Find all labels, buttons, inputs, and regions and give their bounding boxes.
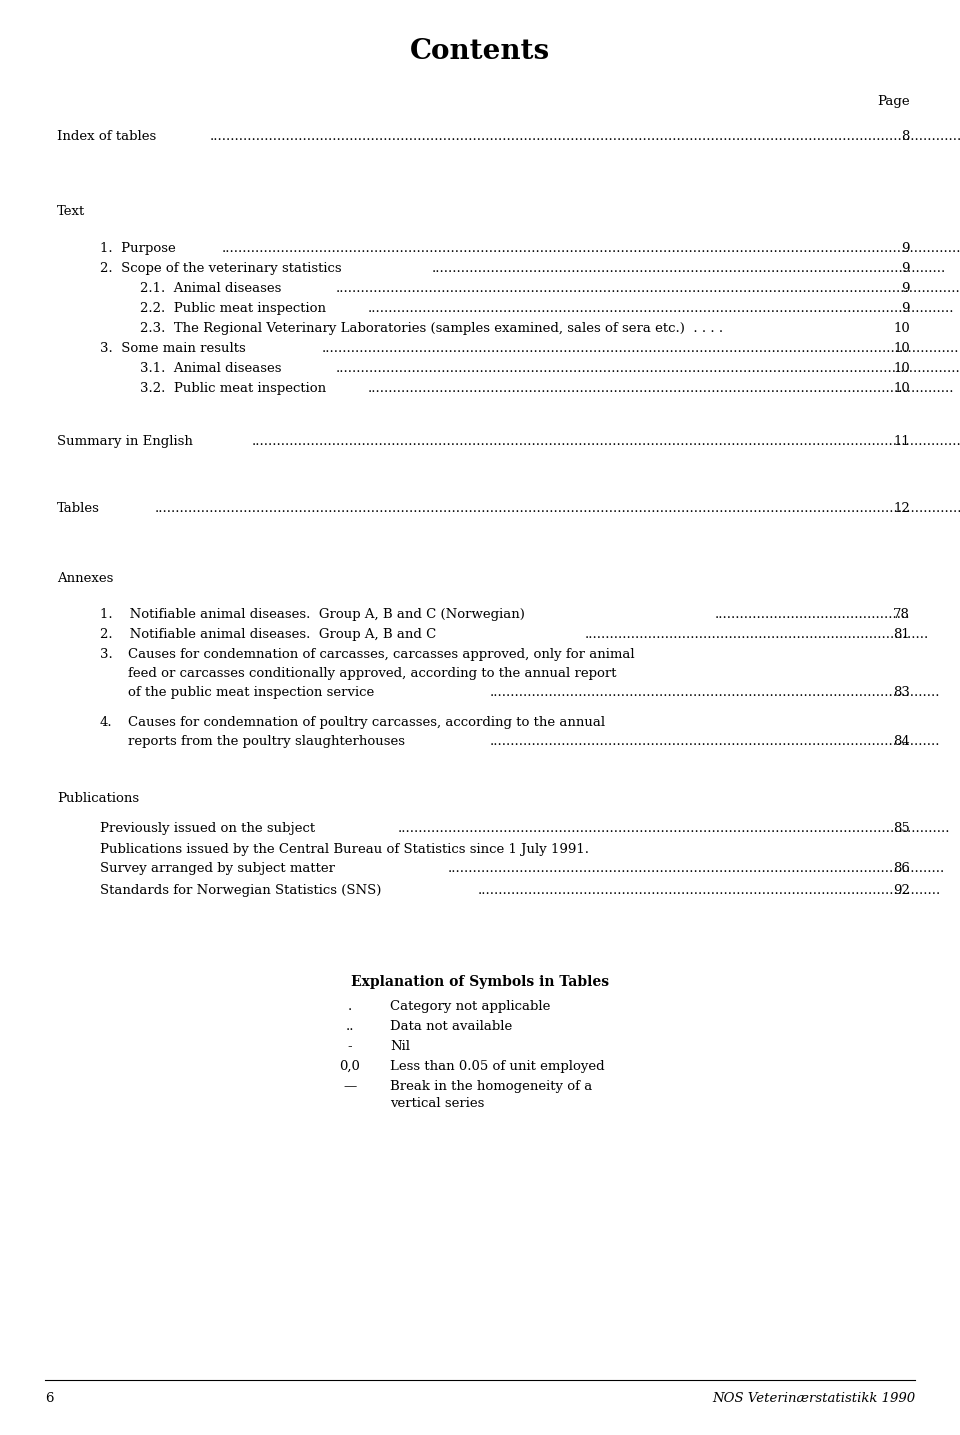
Text: 3.1.  Animal diseases: 3.1. Animal diseases (140, 362, 281, 375)
Text: ................................................................................: ........................................… (490, 735, 941, 748)
Text: Text: Text (57, 205, 85, 218)
Text: —: — (344, 1081, 356, 1093)
Text: NOS Veterinærstatistikk 1990: NOS Veterinærstatistikk 1990 (712, 1392, 915, 1405)
Text: 1.  Purpose: 1. Purpose (100, 243, 176, 255)
Text: ..............................................: ........................................… (715, 608, 910, 621)
Text: 4.: 4. (100, 716, 112, 729)
Text: 0,0: 0,0 (340, 1060, 360, 1073)
Text: Previously issued on the subject: Previously issued on the subject (100, 822, 315, 835)
Text: 10: 10 (893, 342, 910, 354)
Text: Nil: Nil (390, 1040, 410, 1053)
Text: Data not available: Data not available (390, 1020, 513, 1033)
Text: Causes for condemnation of poultry carcasses, according to the annual: Causes for condemnation of poultry carca… (128, 716, 605, 729)
Text: ................................................................................: ........................................… (398, 822, 950, 835)
Text: ................................................................................: ........................................… (448, 862, 946, 875)
Text: 10: 10 (893, 362, 910, 375)
Text: ................................................................................: ........................................… (336, 283, 960, 296)
Text: 3.  Some main results: 3. Some main results (100, 342, 246, 354)
Text: ................................................................................: ........................................… (336, 362, 960, 375)
Text: 9: 9 (901, 301, 910, 316)
Text: 11: 11 (893, 435, 910, 448)
Text: ..: .. (346, 1020, 354, 1033)
Text: 9: 9 (901, 283, 910, 296)
Text: 3.: 3. (100, 649, 112, 662)
Text: Less than 0.05 of unit employed: Less than 0.05 of unit employed (390, 1060, 605, 1073)
Text: ................................................................................: ........................................… (252, 435, 960, 448)
Text: 2.  Scope of the veterinary statistics: 2. Scope of the veterinary statistics (100, 263, 342, 276)
Text: Standards for Norwegian Statistics (SNS): Standards for Norwegian Statistics (SNS) (100, 884, 381, 897)
Text: 92: 92 (893, 884, 910, 897)
Text: 2.1.  Animal diseases: 2.1. Animal diseases (140, 283, 281, 296)
Text: ................................................................................: ........................................… (222, 243, 960, 255)
Text: 86: 86 (893, 862, 910, 875)
Text: ................................................................................: ........................................… (210, 131, 960, 144)
Text: 9: 9 (901, 263, 910, 276)
Text: 10: 10 (893, 321, 910, 334)
Text: Publications: Publications (57, 792, 139, 805)
Text: ................................................................................: ........................................… (368, 301, 954, 316)
Text: Causes for condemnation of carcasses, carcasses approved, only for animal: Causes for condemnation of carcasses, ca… (128, 649, 635, 662)
Text: ................................................................................: ........................................… (322, 342, 959, 354)
Text: 78: 78 (893, 608, 910, 621)
Text: Break in the homogeneity of a: Break in the homogeneity of a (390, 1081, 592, 1093)
Text: Page: Page (877, 95, 910, 108)
Text: 6: 6 (45, 1392, 54, 1405)
Text: vertical series: vertical series (390, 1096, 485, 1111)
Text: 3.2.  Public meat inspection: 3.2. Public meat inspection (140, 382, 326, 395)
Text: 85: 85 (893, 822, 910, 835)
Text: Category not applicable: Category not applicable (390, 1000, 550, 1013)
Text: 2.3.  The Regional Veterinary Laboratories (samples examined, sales of sera etc.: 2.3. The Regional Veterinary Laboratorie… (140, 321, 723, 334)
Text: ................................................................................: ........................................… (368, 382, 954, 395)
Text: Contents: Contents (410, 37, 550, 65)
Text: ................................................................................: ........................................… (155, 502, 960, 515)
Text: ................................................................................: ........................................… (478, 884, 941, 897)
Text: Publications issued by the Central Bureau of Statistics since 1 July 1991.: Publications issued by the Central Burea… (100, 842, 589, 857)
Text: 9: 9 (901, 243, 910, 255)
Text: Index of tables: Index of tables (57, 131, 156, 144)
Text: ................................................................................: ........................................… (585, 629, 929, 641)
Text: 2.2.  Public meat inspection: 2.2. Public meat inspection (140, 301, 326, 316)
Text: feed or carcasses conditionally approved, according to the annual report: feed or carcasses conditionally approved… (128, 667, 616, 680)
Text: .: . (348, 1000, 352, 1013)
Text: of the public meat inspection service: of the public meat inspection service (128, 686, 374, 699)
Text: Explanation of Symbols in Tables: Explanation of Symbols in Tables (351, 974, 609, 989)
Text: ................................................................................: ........................................… (432, 263, 947, 276)
Text: 81: 81 (893, 629, 910, 641)
Text: -: - (348, 1040, 352, 1053)
Text: 1.    Notifiable animal diseases.  Group A, B and C (Norwegian): 1. Notifiable animal diseases. Group A, … (100, 608, 525, 621)
Text: 2.    Notifiable animal diseases.  Group A, B and C: 2. Notifiable animal diseases. Group A, … (100, 629, 436, 641)
Text: ................................................................................: ........................................… (490, 686, 941, 699)
Text: Summary in English: Summary in English (57, 435, 193, 448)
Text: 12: 12 (893, 502, 910, 515)
Text: reports from the poultry slaughterhouses: reports from the poultry slaughterhouses (128, 735, 405, 748)
Text: 84: 84 (893, 735, 910, 748)
Text: 10: 10 (893, 382, 910, 395)
Text: 8: 8 (901, 131, 910, 144)
Text: 83: 83 (893, 686, 910, 699)
Text: Survey arranged by subject matter: Survey arranged by subject matter (100, 862, 335, 875)
Text: Tables: Tables (57, 502, 100, 515)
Text: Annexes: Annexes (57, 573, 113, 585)
